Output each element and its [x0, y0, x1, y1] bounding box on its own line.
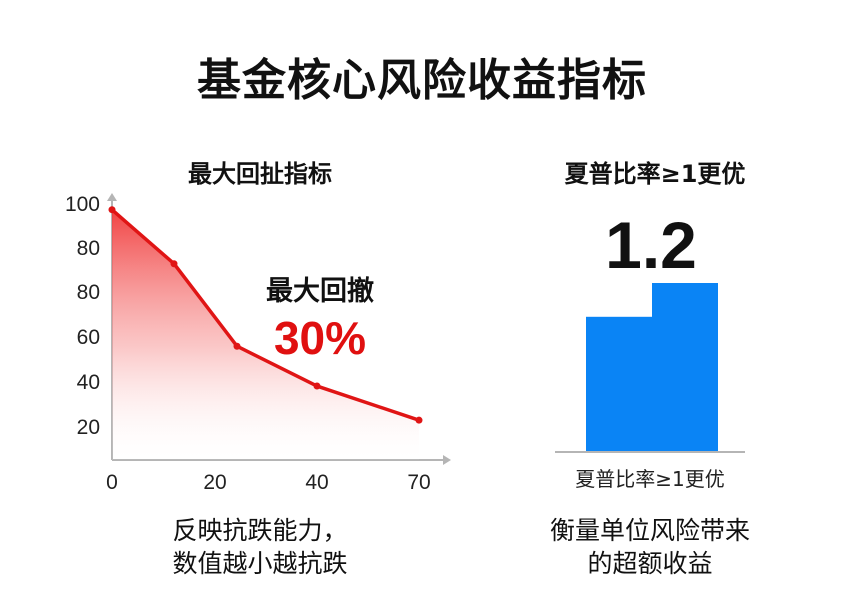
drawdown-chart-title: 最大回扯指标: [188, 160, 332, 188]
x-axis-arrow: [443, 455, 451, 465]
drawdown-caption-line2: 数值越小越抗跌: [172, 549, 348, 578]
x-tick-label: 40: [305, 471, 328, 494]
x-tick-label: 20: [203, 471, 226, 494]
drawdown-points: [108, 206, 423, 424]
drawdown-point: [233, 342, 241, 350]
drawdown-caption: 反映抗跌能力， 数值越小越抗跌: [110, 514, 410, 580]
sharpe-caption: 衡量单位风险带来 的超额收益: [500, 514, 800, 580]
x-tick-label: 70: [407, 471, 430, 494]
drawdown-caption-line1: 反映抗跌能力，: [172, 516, 348, 545]
sharpe-chart-title: 夏普比率≥1更优: [564, 160, 746, 188]
drawdown-area: [112, 209, 419, 460]
y-tick-label: 20: [77, 416, 100, 439]
y-tick-label: 80: [77, 237, 100, 260]
x-tick-label: 0: [106, 471, 118, 494]
sharpe-axis-label: 夏普比率≥1更优: [575, 467, 724, 491]
y-tick-label: 60: [77, 326, 100, 349]
drawdown-point: [108, 206, 116, 214]
drawdown-point: [170, 260, 178, 268]
y-tick-label: 100: [65, 193, 100, 216]
x-tick-labels: 0 20 40 70: [106, 471, 431, 494]
sharpe-bar: [652, 283, 718, 452]
y-axis-arrow: [107, 193, 117, 201]
page-title: 基金核心风险收益指标: [197, 55, 647, 106]
sharpe-bar: [586, 316, 652, 452]
sharpe-bars: [586, 283, 718, 452]
drawdown-point: [415, 416, 423, 424]
sharpe-caption-line2: 的超额收益: [587, 549, 713, 578]
sharpe-value: 1.2: [605, 208, 697, 282]
y-tick-labels: 20 40 60 80 80 100: [65, 193, 100, 439]
drawdown-annotation-label: 最大回撤: [266, 275, 374, 307]
drawdown-point: [313, 382, 321, 390]
y-tick-label: 80: [77, 281, 100, 304]
sharpe-caption-line1: 衡量单位风险带来: [549, 516, 750, 545]
drawdown-annotation-value: 30%: [274, 312, 366, 364]
y-tick-label: 40: [77, 371, 100, 394]
